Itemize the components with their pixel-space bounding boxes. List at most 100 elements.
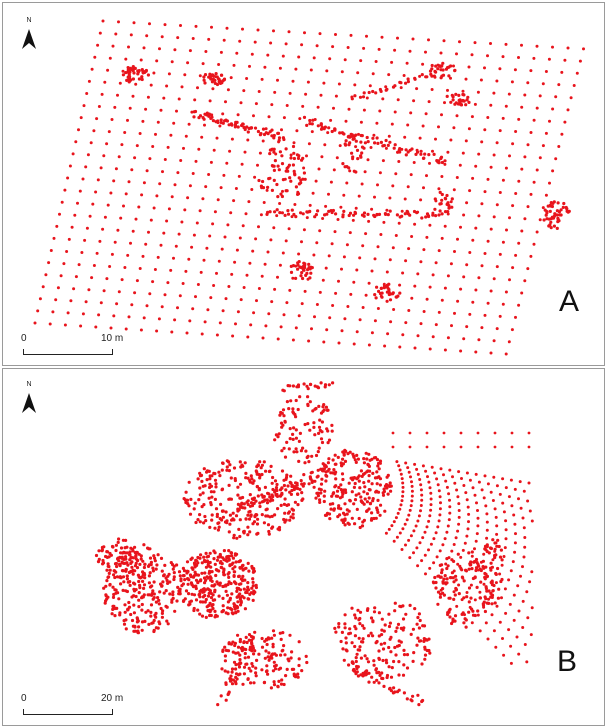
survey-point <box>151 589 155 593</box>
survey-point <box>209 77 213 81</box>
survey-point <box>268 210 272 214</box>
survey-point <box>187 257 191 261</box>
survey-point <box>166 581 170 585</box>
survey-point <box>342 255 346 259</box>
survey-point <box>428 347 432 351</box>
survey-point <box>409 632 413 636</box>
survey-point <box>489 103 493 107</box>
survey-point <box>194 520 198 525</box>
survey-point <box>372 456 376 460</box>
survey-point <box>304 449 308 453</box>
survey-point <box>325 328 329 332</box>
survey-point <box>362 108 366 112</box>
survey-point <box>155 194 159 198</box>
survey-point <box>434 261 438 265</box>
survey-point <box>544 70 548 73</box>
survey-point <box>375 121 379 125</box>
survey-point <box>149 603 154 607</box>
survey-point <box>464 568 468 572</box>
survey-point <box>216 198 220 202</box>
survey-point <box>411 37 415 41</box>
survey-point <box>124 538 128 542</box>
survey-point <box>278 202 282 205</box>
survey-point <box>508 154 511 158</box>
survey-point <box>359 140 363 144</box>
scale-end-label: 20 m <box>101 693 124 704</box>
survey-point <box>257 225 260 229</box>
survey-point <box>229 551 233 555</box>
survey-point <box>504 528 508 532</box>
survey-point <box>285 166 289 170</box>
survey-point <box>180 584 184 588</box>
survey-point <box>198 486 202 490</box>
survey-point <box>414 152 418 156</box>
survey-point <box>530 519 534 523</box>
survey-point <box>322 494 326 498</box>
survey-point <box>236 310 240 314</box>
survey-point <box>113 105 117 109</box>
survey-point <box>137 598 141 602</box>
survey-point <box>501 55 505 59</box>
survey-point <box>436 525 440 529</box>
survey-point <box>127 570 131 575</box>
survey-point <box>433 207 437 211</box>
survey-point <box>300 43 304 47</box>
survey-point <box>422 637 426 641</box>
survey-point <box>270 103 274 107</box>
survey-point <box>353 522 357 526</box>
survey-point <box>283 497 287 501</box>
survey-point <box>210 518 214 522</box>
survey-point <box>246 476 250 480</box>
survey-point <box>302 268 306 272</box>
survey-point <box>492 91 496 95</box>
survey-point <box>431 273 435 277</box>
survey-point <box>246 581 250 585</box>
survey-point <box>135 144 139 148</box>
survey-point <box>253 515 257 519</box>
survey-point <box>119 551 123 555</box>
survey-point <box>130 168 134 172</box>
survey-point <box>152 618 156 623</box>
survey-point <box>172 575 176 579</box>
survey-point <box>196 477 200 481</box>
survey-point <box>450 549 454 553</box>
survey-point <box>296 492 300 496</box>
survey-point <box>248 504 252 508</box>
survey-point <box>117 562 122 566</box>
survey-point <box>180 220 184 224</box>
survey-point <box>147 547 151 551</box>
survey-point <box>465 595 469 599</box>
survey-point <box>459 445 463 449</box>
survey-point <box>504 519 508 523</box>
survey-point <box>104 584 108 588</box>
survey-point <box>251 580 255 584</box>
survey-point <box>270 134 274 138</box>
survey-point <box>223 645 227 649</box>
survey-point <box>252 311 256 315</box>
survey-point <box>241 574 245 578</box>
survey-point <box>495 544 499 548</box>
survey-point <box>348 141 352 145</box>
survey-point <box>190 592 194 596</box>
survey-point <box>365 457 369 461</box>
survey-point <box>141 570 145 574</box>
survey-point <box>218 321 222 325</box>
survey-point <box>182 569 187 573</box>
survey-point <box>380 671 384 675</box>
survey-point <box>454 588 458 592</box>
survey-point <box>299 274 303 278</box>
survey-point <box>171 593 175 597</box>
survey-point <box>306 395 310 399</box>
survey-point <box>151 566 155 570</box>
survey-point <box>387 134 391 138</box>
survey-point <box>532 118 536 122</box>
survey-point <box>382 684 386 688</box>
survey-point <box>245 77 249 80</box>
survey-point <box>176 585 180 589</box>
survey-point <box>371 89 375 94</box>
survey-point <box>405 518 409 522</box>
survey-point <box>230 592 234 596</box>
survey-point <box>447 206 451 210</box>
survey-point <box>354 133 358 137</box>
survey-point <box>237 665 242 669</box>
